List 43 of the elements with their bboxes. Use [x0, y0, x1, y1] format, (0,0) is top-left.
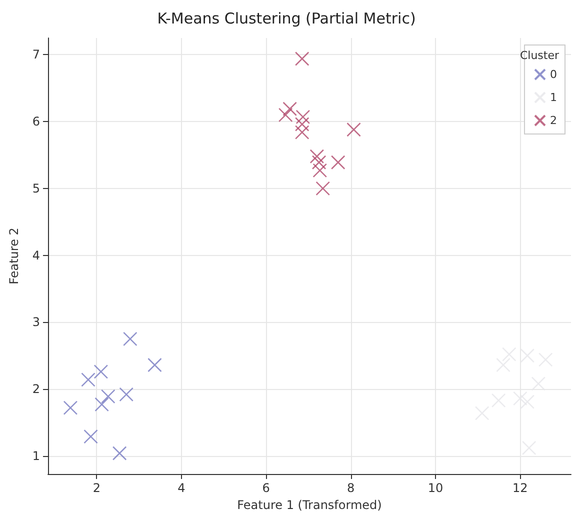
point: [312, 155, 326, 170]
point: [123, 332, 138, 346]
x-tick-label: 10: [428, 481, 444, 495]
y-axis-title: Feature 2: [7, 228, 21, 284]
point: [282, 102, 297, 116]
point: [513, 391, 528, 406]
point: [520, 348, 535, 363]
point: [522, 440, 536, 456]
point: [112, 446, 127, 460]
point: [94, 364, 108, 379]
point: [84, 429, 98, 444]
y-tick-label: 1: [32, 448, 40, 463]
point: [531, 376, 546, 391]
point: [119, 387, 134, 402]
x-tick-label: 4: [178, 481, 186, 495]
y-tick-label: 4: [32, 248, 40, 262]
point: [63, 400, 78, 415]
y-tick-label: 5: [32, 181, 40, 196]
x-axis-title: Feature 1 (Transformed): [237, 498, 382, 512]
point: [100, 389, 116, 404]
legend-title: Cluster: [520, 49, 560, 62]
point: [81, 372, 96, 387]
legend-label: 1: [550, 91, 557, 104]
point: [520, 394, 535, 409]
chart-title: K-Means Clustering (Partial Metric): [157, 10, 416, 28]
point: [94, 397, 109, 412]
legend-label: 2: [550, 114, 557, 127]
x-tick-label: 2: [92, 481, 101, 495]
y-tick-label: 3: [32, 315, 40, 330]
legend-label: 0: [550, 68, 557, 81]
point: [278, 108, 293, 122]
point: [148, 358, 162, 372]
x-tick-label: 12: [512, 481, 528, 495]
point: [316, 181, 330, 196]
x-tick-label: 8: [346, 481, 355, 495]
point: [294, 117, 310, 132]
point: [330, 155, 346, 170]
y-tick-label: 7: [32, 48, 40, 62]
y-tick-label: 2: [32, 382, 40, 396]
x-tick-label: 6: [262, 481, 270, 495]
y-tick-label: 6: [32, 114, 40, 129]
point: [346, 122, 361, 137]
point: [294, 52, 310, 66]
